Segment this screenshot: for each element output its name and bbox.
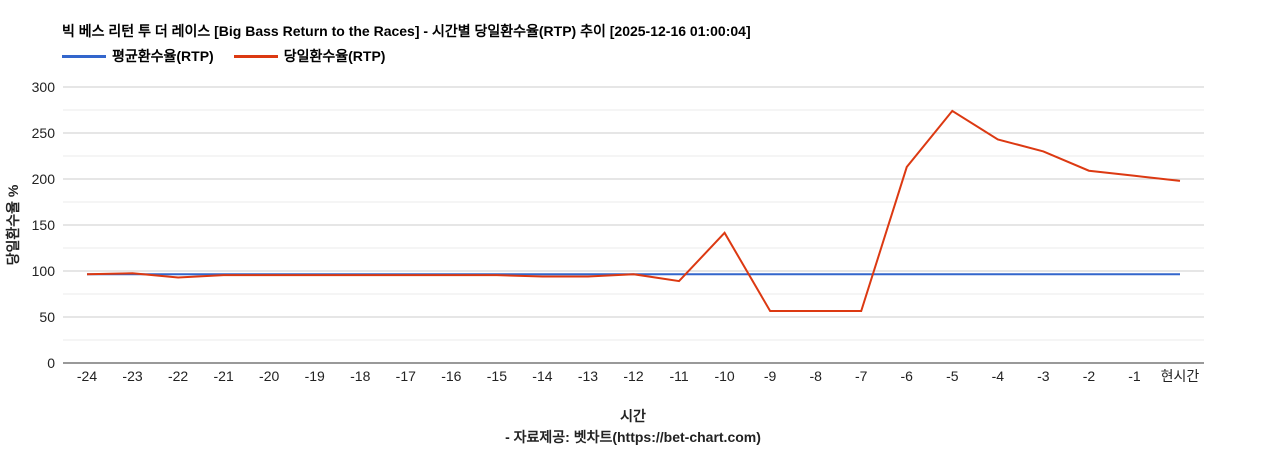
x-tick-label: -7: [855, 368, 868, 384]
y-tick-label: 300: [32, 79, 56, 95]
y-tick-label: 0: [47, 355, 55, 371]
legend: 평균환수율(RTP) 당일환수율(RTP): [62, 46, 385, 66]
x-tick-label: -12: [623, 368, 643, 384]
x-tick-label: -11: [669, 368, 688, 384]
legend-swatch-daily: [233, 54, 278, 58]
x-tick-label: -18: [350, 368, 370, 384]
legend-label-average: 평균환수율(RTP): [112, 48, 214, 64]
x-axis-title: 시간: [620, 408, 646, 424]
x-tick-label: -20: [259, 368, 279, 384]
x-tick-label: -6: [901, 368, 914, 384]
x-tick-label: -5: [946, 368, 959, 384]
source-note: - 자료제공: 벳차트(https://bet-chart.com): [505, 429, 761, 445]
series-line-daily: [86, 109, 1181, 313]
x-tick-label: -2: [1083, 368, 1096, 384]
x-tick-label: -21: [214, 368, 234, 384]
y-tick-label: 250: [32, 125, 56, 141]
x-tick-label: -24: [77, 368, 97, 384]
y-tick-label: 100: [32, 263, 56, 279]
x-tick-label: -16: [441, 368, 461, 384]
legend-item-daily[interactable]: 당일환수율(RTP): [233, 46, 386, 66]
x-tick-label: -13: [578, 368, 598, 384]
x-tick-label: -15: [487, 368, 507, 384]
x-tick-label: 현시간: [1161, 368, 1200, 384]
x-tick-label: -4: [992, 368, 1005, 384]
chart-title: 빅 베스 리턴 투 더 레이스 [Big Bass Return to the …: [62, 23, 751, 39]
x-tick-label: -1: [1128, 368, 1141, 384]
x-tick-label: -23: [122, 368, 142, 384]
x-tick-label: -8: [809, 368, 822, 384]
x-tick-label: -22: [168, 368, 188, 384]
x-tick-label: -17: [396, 368, 416, 384]
y-axis-title: 당일환수율 %: [5, 184, 21, 265]
x-tick-label: -19: [305, 368, 325, 384]
x-tick-label: -3: [1037, 368, 1050, 384]
y-tick-label: 50: [39, 309, 55, 325]
y-tick-label: 150: [32, 217, 56, 233]
legend-label-daily: 당일환수율(RTP): [283, 48, 386, 64]
x-tick-label: -14: [532, 368, 552, 384]
y-tick-label: 200: [32, 171, 56, 187]
x-tick-label: -10: [714, 368, 734, 384]
x-tick-label: -9: [764, 368, 777, 384]
legend-swatch-average: [62, 54, 106, 58]
legend-item-average[interactable]: 평균환수율(RTP): [62, 46, 214, 66]
